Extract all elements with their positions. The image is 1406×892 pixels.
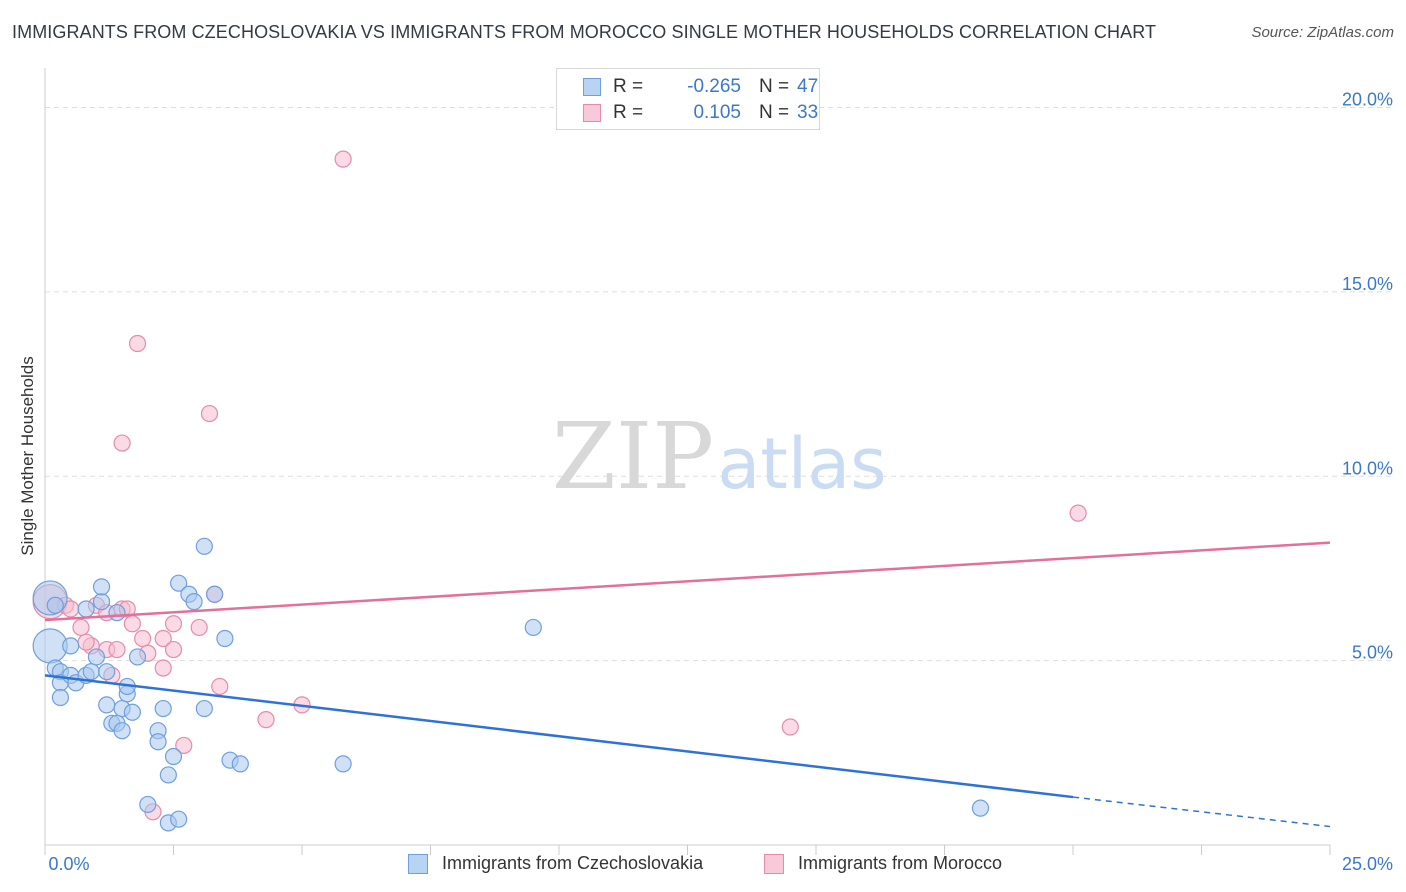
morocco-point (175, 736, 193, 755)
morocco-point (154, 629, 172, 648)
morocco-n-label: N = (759, 102, 790, 123)
czech-point (195, 537, 213, 555)
czech-point (62, 637, 80, 655)
morocco-points (32, 150, 1087, 821)
source-note: Source: ZipAtlas.com (1251, 24, 1394, 41)
czech-point (195, 699, 213, 718)
y-tick-label: 20.0% (1342, 90, 1393, 110)
morocco-point (190, 618, 208, 637)
watermark: ZIP atlas (552, 403, 887, 510)
x-tick-label-max: 25.0% (1342, 854, 1393, 874)
czech-point (108, 604, 126, 622)
czech-point (98, 663, 116, 681)
czech-point (216, 629, 234, 648)
chart-title: IMMIGRANTS FROM CZECHOSLOVAKIA VS IMMIGR… (12, 22, 1157, 42)
y-axis-label: Single Mother Households (18, 356, 37, 556)
morocco-point (334, 150, 352, 168)
morocco-point (77, 633, 95, 651)
czech-point (82, 663, 100, 681)
czech-point (164, 747, 183, 766)
legend-morocco-label: Immigrants from Morocco (798, 853, 1003, 873)
morocco-swatch (583, 104, 601, 122)
legend-czech-swatch (408, 854, 428, 874)
czech-point (334, 755, 352, 773)
czech-point (98, 696, 116, 714)
morocco-trend-line (44, 541, 1331, 622)
czech-point (123, 703, 141, 721)
morocco-point (72, 618, 90, 637)
morocco-r-label: R = (613, 102, 644, 123)
czech-points (32, 537, 990, 832)
y-tick-label: 10.0% (1342, 458, 1393, 478)
czech-point (51, 688, 70, 707)
morocco-point (123, 615, 141, 633)
czech-r-label: R = (613, 76, 644, 97)
czech-point (46, 596, 64, 614)
czech-point (971, 799, 990, 817)
gridlines (45, 107, 1392, 662)
czech-point (77, 600, 95, 618)
morocco-point (211, 677, 229, 696)
czech-point (185, 593, 203, 611)
watermark-atlas: atlas (717, 423, 886, 505)
czech-point (128, 648, 147, 666)
czech-point (170, 810, 188, 828)
morocco-point (1069, 504, 1087, 522)
czech-point (92, 593, 111, 611)
morocco-point (134, 629, 152, 648)
czech-point (159, 766, 177, 784)
czech-point (87, 648, 106, 666)
czech-point (524, 618, 542, 637)
czech-trend-extension (1072, 796, 1331, 828)
czech-point (154, 699, 172, 718)
morocco-point (108, 640, 126, 659)
morocco-point (781, 718, 799, 736)
morocco-point (128, 334, 147, 353)
morocco-r-value: 0.105 (693, 102, 741, 123)
morocco-point (113, 434, 131, 452)
legend-morocco-swatch (764, 854, 784, 874)
stats-box: R = -0.265 N = 47 R = 0.105 N = 33 (556, 68, 820, 130)
axes (44, 68, 1331, 855)
morocco-point (154, 659, 172, 677)
czech-point (92, 578, 111, 596)
czech-r-value: -0.265 (687, 76, 741, 97)
czech-trend-line (44, 674, 1074, 799)
watermark-zip: ZIP (552, 403, 714, 510)
morocco-point (200, 404, 219, 423)
tick-labels: 5.0% 10.0% 15.0% 20.0% 0.0% 25.0% (48, 90, 1393, 875)
y-tick-label: 15.0% (1342, 274, 1393, 294)
legend-czech-label: Immigrants from Czechoslovakia (442, 853, 704, 873)
czech-n-value: 47 (797, 76, 819, 97)
y-tick-label: 5.0% (1352, 643, 1393, 663)
czech-point (113, 722, 131, 740)
morocco-point (164, 615, 183, 633)
x-tick-label-min: 0.0% (48, 854, 89, 874)
czech-point (231, 755, 249, 773)
czech-point (149, 733, 167, 751)
czech-point (139, 795, 157, 814)
czech-point (206, 585, 224, 603)
czech-point (32, 628, 68, 664)
czech-n-label: N = (759, 76, 790, 97)
morocco-point (257, 711, 275, 729)
trend-lines (44, 541, 1331, 828)
czech-point (170, 574, 188, 592)
morocco-n-value: 33 (797, 102, 819, 123)
morocco-point (164, 640, 183, 659)
czech-swatch (583, 78, 601, 96)
